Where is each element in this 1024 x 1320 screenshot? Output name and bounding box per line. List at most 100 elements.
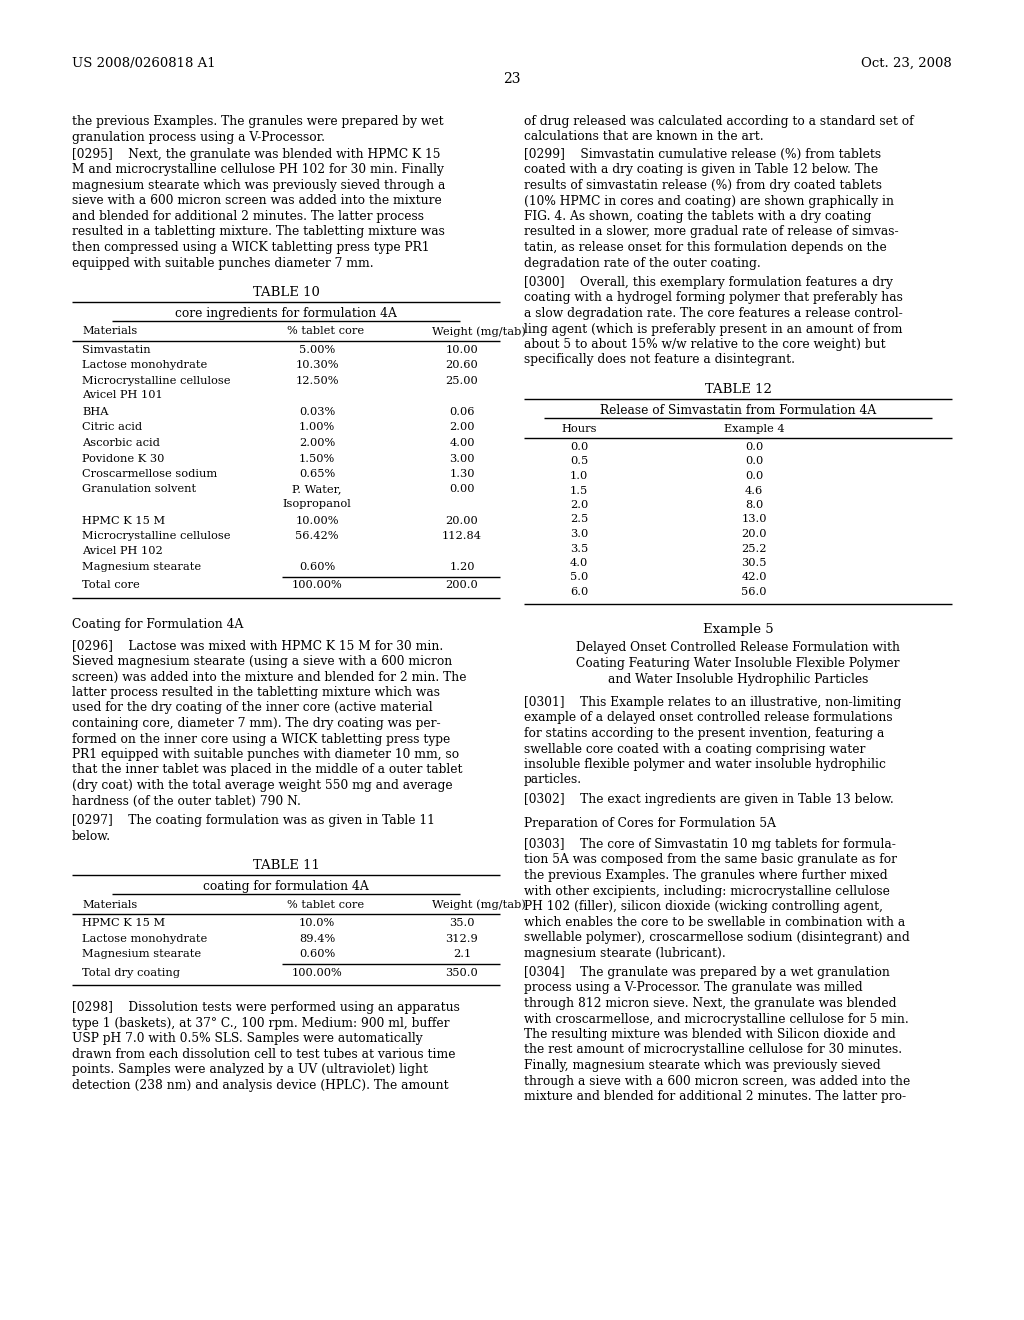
Text: used for the dry coating of the inner core (active material: used for the dry coating of the inner co…	[72, 701, 432, 714]
Text: 3.5: 3.5	[570, 544, 588, 553]
Text: about 5 to about 15% w/w relative to the core weight) but: about 5 to about 15% w/w relative to the…	[524, 338, 886, 351]
Text: Ascorbic acid: Ascorbic acid	[82, 438, 160, 447]
Text: [0301]    This Example relates to an illustrative, non-limiting: [0301] This Example relates to an illust…	[524, 696, 901, 709]
Text: Weight (mg/tab): Weight (mg/tab)	[432, 899, 526, 909]
Text: Avicel PH 102: Avicel PH 102	[82, 545, 163, 556]
Text: 0.03%: 0.03%	[299, 407, 335, 417]
Text: Microcrystalline cellulose: Microcrystalline cellulose	[82, 531, 230, 541]
Text: (10% HPMC in cores and coating) are shown graphically in: (10% HPMC in cores and coating) are show…	[524, 194, 894, 207]
Text: specifically does not feature a disintegrant.: specifically does not feature a disinteg…	[524, 354, 795, 367]
Text: 200.0: 200.0	[445, 581, 478, 590]
Text: Croscarmellose sodium: Croscarmellose sodium	[82, 469, 217, 479]
Text: 4.6: 4.6	[744, 486, 763, 495]
Text: Weight (mg/tab): Weight (mg/tab)	[432, 326, 526, 337]
Text: 1.0: 1.0	[570, 471, 588, 480]
Text: process using a V-Processor. The granulate was milled: process using a V-Processor. The granula…	[524, 982, 862, 994]
Text: HPMC K 15 M: HPMC K 15 M	[82, 516, 165, 525]
Text: 13.0: 13.0	[741, 515, 767, 524]
Text: 0.0: 0.0	[744, 442, 763, 451]
Text: TABLE 12: TABLE 12	[705, 383, 771, 396]
Text: [0297]    The coating formulation was as given in Table 11: [0297] The coating formulation was as gi…	[72, 814, 435, 828]
Text: Finally, magnesium stearate which was previously sieved: Finally, magnesium stearate which was pr…	[524, 1059, 881, 1072]
Text: 10.0%: 10.0%	[299, 917, 335, 928]
Text: Oct. 23, 2008: Oct. 23, 2008	[861, 57, 952, 70]
Text: type 1 (baskets), at 37° C., 100 rpm. Medium: 900 ml, buffer: type 1 (baskets), at 37° C., 100 rpm. Me…	[72, 1016, 450, 1030]
Text: % tablet core: % tablet core	[287, 326, 365, 337]
Text: for statins according to the present invention, featuring a: for statins according to the present inv…	[524, 727, 885, 741]
Text: [0296]    Lactose was mixed with HPMC K 15 M for 30 min.: [0296] Lactose was mixed with HPMC K 15 …	[72, 639, 443, 652]
Text: Materials: Materials	[82, 326, 137, 337]
Text: the previous Examples. The granules were prepared by wet: the previous Examples. The granules were…	[72, 115, 443, 128]
Text: 20.00: 20.00	[445, 516, 478, 525]
Text: 2.0: 2.0	[570, 500, 588, 510]
Text: Materials: Materials	[82, 899, 137, 909]
Text: 350.0: 350.0	[445, 968, 478, 978]
Text: Lactose monohydrate: Lactose monohydrate	[82, 360, 207, 371]
Text: HPMC K 15 M: HPMC K 15 M	[82, 917, 165, 928]
Text: equipped with suitable punches diameter 7 mm.: equipped with suitable punches diameter …	[72, 256, 374, 269]
Text: results of simvastatin release (%) from dry coated tablets: results of simvastatin release (%) from …	[524, 180, 882, 191]
Text: 30.5: 30.5	[741, 558, 767, 568]
Text: 0.65%: 0.65%	[299, 469, 335, 479]
Text: Coating Featuring Water Insoluble Flexible Polymer: Coating Featuring Water Insoluble Flexib…	[577, 657, 900, 671]
Text: magnesium stearate which was previously sieved through a: magnesium stearate which was previously …	[72, 180, 445, 191]
Text: below.: below.	[72, 829, 112, 842]
Text: 35.0: 35.0	[450, 917, 475, 928]
Text: 56.42%: 56.42%	[295, 531, 339, 541]
Text: (dry coat) with the total average weight 550 mg and average: (dry coat) with the total average weight…	[72, 779, 453, 792]
Text: Preparation of Cores for Formulation 5A: Preparation of Cores for Formulation 5A	[524, 817, 776, 829]
Text: mixture and blended for additional 2 minutes. The latter pro-: mixture and blended for additional 2 min…	[524, 1090, 906, 1104]
Text: Total core: Total core	[82, 581, 139, 590]
Text: Granulation solvent: Granulation solvent	[82, 484, 197, 495]
Text: Hours: Hours	[561, 424, 597, 433]
Text: Total dry coating: Total dry coating	[82, 968, 180, 978]
Text: Simvastatin: Simvastatin	[82, 345, 151, 355]
Text: with other excipients, including: microcrystalline cellulose: with other excipients, including: microc…	[524, 884, 890, 898]
Text: [0298]    Dissolution tests were performed using an apparatus: [0298] Dissolution tests were performed …	[72, 1001, 460, 1014]
Text: 0.60%: 0.60%	[299, 949, 335, 960]
Text: [0304]    The granulate was prepared by a wet granulation: [0304] The granulate was prepared by a w…	[524, 966, 890, 979]
Text: formed on the inner core using a WICK tabletting press type: formed on the inner core using a WICK ta…	[72, 733, 451, 746]
Text: USP pH 7.0 with 0.5% SLS. Samples were automatically: USP pH 7.0 with 0.5% SLS. Samples were a…	[72, 1032, 423, 1045]
Text: FIG. 4. As shown, coating the tablets with a dry coating: FIG. 4. As shown, coating the tablets wi…	[524, 210, 871, 223]
Text: 20.0: 20.0	[741, 529, 767, 539]
Text: tion 5A was composed from the same basic granulate as for: tion 5A was composed from the same basic…	[524, 854, 897, 866]
Text: 1.5: 1.5	[570, 486, 588, 495]
Text: 8.0: 8.0	[744, 500, 763, 510]
Text: 23: 23	[503, 73, 521, 86]
Text: 20.60: 20.60	[445, 360, 478, 371]
Text: sieve with a 600 micron screen was added into the mixture: sieve with a 600 micron screen was added…	[72, 194, 441, 207]
Text: M and microcrystalline cellulose PH 102 for 30 min. Finally: M and microcrystalline cellulose PH 102 …	[72, 164, 443, 177]
Text: coating for formulation 4A: coating for formulation 4A	[203, 880, 369, 894]
Text: 0.0: 0.0	[744, 471, 763, 480]
Text: Example 4: Example 4	[724, 424, 784, 433]
Text: 3.00: 3.00	[450, 454, 475, 463]
Text: [0302]    The exact ingredients are given in Table 13 below.: [0302] The exact ingredients are given i…	[524, 793, 894, 807]
Text: 25.00: 25.00	[445, 376, 478, 385]
Text: 10.00: 10.00	[445, 345, 478, 355]
Text: core ingredients for formulation 4A: core ingredients for formulation 4A	[175, 308, 397, 319]
Text: 6.0: 6.0	[570, 587, 588, 597]
Text: 112.84: 112.84	[442, 531, 482, 541]
Text: 1.30: 1.30	[450, 469, 475, 479]
Text: containing core, diameter 7 mm). The dry coating was per-: containing core, diameter 7 mm). The dry…	[72, 717, 440, 730]
Text: 0.0: 0.0	[744, 457, 763, 466]
Text: calculations that are known in the art.: calculations that are known in the art.	[524, 131, 764, 144]
Text: 10.00%: 10.00%	[295, 516, 339, 525]
Text: 100.00%: 100.00%	[292, 581, 342, 590]
Text: Coating for Formulation 4A: Coating for Formulation 4A	[72, 618, 244, 631]
Text: Avicel PH 101: Avicel PH 101	[82, 391, 163, 400]
Text: drawn from each dissolution cell to test tubes at various time: drawn from each dissolution cell to test…	[72, 1048, 456, 1060]
Text: swellable core coated with a coating comprising water: swellable core coated with a coating com…	[524, 742, 865, 755]
Text: granulation process using a V-Processor.: granulation process using a V-Processor.	[72, 131, 325, 144]
Text: ling agent (which is preferably present in an amount of from: ling agent (which is preferably present …	[524, 322, 902, 335]
Text: 100.00%: 100.00%	[292, 968, 342, 978]
Text: Microcrystalline cellulose: Microcrystalline cellulose	[82, 376, 230, 385]
Text: tatin, as release onset for this formulation depends on the: tatin, as release onset for this formula…	[524, 242, 887, 253]
Text: Citric acid: Citric acid	[82, 422, 142, 433]
Text: P. Water,: P. Water,	[292, 484, 342, 495]
Text: 0.60%: 0.60%	[299, 562, 335, 572]
Text: of drug released was calculated according to a standard set of: of drug released was calculated accordin…	[524, 115, 913, 128]
Text: 4.00: 4.00	[450, 438, 475, 447]
Text: 0.00: 0.00	[450, 484, 475, 495]
